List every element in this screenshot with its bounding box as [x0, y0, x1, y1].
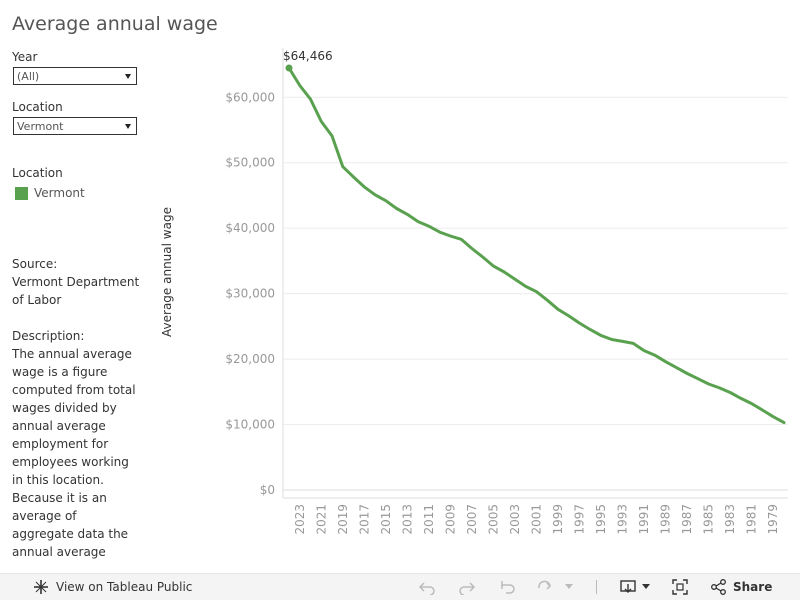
x-tick-label: 2011 — [422, 504, 436, 535]
x-tick-label: 1995 — [594, 504, 608, 535]
data-point-marker — [285, 64, 293, 72]
y-tick-label: $40,000 — [225, 221, 275, 235]
x-tick-label: 2015 — [379, 504, 393, 535]
redo-icon[interactable] — [458, 579, 476, 595]
y-tick-label: $10,000 — [225, 418, 275, 432]
location-dropdown-value: Vermont — [17, 120, 64, 133]
description-heading: Description — [12, 329, 81, 343]
grid-lines — [282, 48, 788, 499]
line-chart: $0 $10,000 $20,000 $30,000 $40,000 $50,000 $60… — [160, 48, 788, 535]
x-tick-label: 1987 — [680, 504, 694, 535]
source-text: Vermont Department of Labor — [12, 275, 140, 307]
undo-icon[interactable] — [418, 579, 436, 595]
description-text: The annual average wage is a figure comp… — [12, 347, 136, 559]
x-tick-label: 1999 — [551, 504, 565, 535]
x-tick-label: 2009 — [443, 504, 457, 535]
x-tick-label: 2017 — [357, 504, 371, 535]
toolbar-divider — [596, 580, 597, 594]
series-line-vermont — [287, 66, 786, 425]
refresh-icon[interactable] — [536, 579, 554, 595]
y-tick-label: $20,000 — [225, 352, 275, 366]
year-filter-label: Year — [12, 50, 38, 64]
x-tick-label: 2005 — [486, 504, 500, 535]
x-tick-label: 1985 — [702, 504, 716, 535]
x-tick-label: 1979 — [766, 504, 780, 535]
legend-swatch — [15, 187, 28, 200]
share-icon[interactable] — [710, 579, 728, 595]
fullscreen-icon[interactable] — [672, 579, 690, 595]
x-tick-label: 2023 — [293, 504, 307, 535]
page-title: Average annual wage — [12, 13, 218, 35]
series-group — [287, 66, 786, 425]
share-button[interactable]: Share — [733, 580, 773, 594]
chevron-down-icon — [125, 124, 131, 129]
view-on-tableau-link[interactable]: View on Tableau Public — [56, 580, 193, 594]
chevron-down-icon[interactable] — [565, 584, 573, 590]
revert-icon[interactable] — [498, 579, 516, 595]
tableau-footer: View on Tableau Public Share — [0, 573, 800, 600]
info-panel: Source: Vermont Department of Labor Desc… — [12, 255, 140, 560]
year-dropdown[interactable]: (All) — [13, 67, 137, 85]
x-tick-label: 1997 — [573, 504, 587, 535]
x-tick-label: 1991 — [637, 504, 651, 535]
x-tick-label: 1983 — [723, 504, 737, 535]
legend-item-label: Vermont — [34, 186, 85, 200]
y-axis: $0 $10,000 $20,000 $30,000 $40,000 $50,000 $60… — [225, 90, 275, 497]
location-dropdown[interactable]: Vermont — [13, 117, 137, 135]
x-tick-label: 2001 — [530, 504, 544, 535]
y-tick-label: $0 — [260, 483, 275, 497]
data-label: $64,466 — [283, 49, 333, 63]
x-tick-label: 1993 — [616, 504, 630, 535]
x-tick-label: 2013 — [400, 504, 414, 535]
legend-title: Location — [12, 166, 63, 180]
y-tick-label: $60,000 — [225, 90, 275, 104]
y-tick-label: $30,000 — [225, 287, 275, 301]
x-axis: 2023 2021 2019 2017 2015 2013 2011 2009 2007 2005… — [293, 504, 780, 535]
tableau-logo-icon[interactable] — [33, 579, 49, 595]
x-tick-label: 2003 — [508, 504, 522, 535]
y-axis-label: Average annual wage — [160, 207, 174, 337]
x-tick-label: 2021 — [314, 504, 328, 535]
year-dropdown-value: (All) — [17, 70, 40, 83]
x-tick-label: 2019 — [336, 504, 350, 535]
annotations: $64,466 — [283, 49, 333, 72]
download-icon[interactable] — [620, 579, 638, 595]
x-tick-label: 2007 — [465, 504, 479, 535]
chevron-down-icon — [125, 74, 131, 79]
description-heading-row: Description: — [12, 329, 85, 343]
chevron-down-icon[interactable] — [642, 584, 650, 590]
source-heading: Source: — [12, 257, 58, 271]
x-tick-label: 1981 — [745, 504, 759, 535]
y-tick-label: $50,000 — [225, 156, 275, 170]
location-filter-label: Location — [12, 100, 63, 114]
x-tick-label: 1989 — [659, 504, 673, 535]
